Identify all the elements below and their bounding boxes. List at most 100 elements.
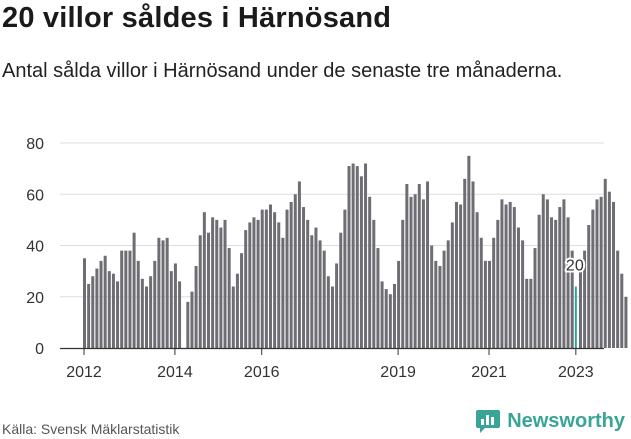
- bar: [124, 250, 128, 349]
- bar: [450, 222, 454, 348]
- bar: [302, 207, 306, 348]
- bar: [310, 235, 314, 348]
- bar: [206, 232, 210, 348]
- bar: [516, 227, 520, 348]
- y-tick-label: 60: [26, 187, 44, 204]
- bar: [545, 199, 549, 349]
- bar: [529, 278, 533, 348]
- bar: [392, 283, 396, 348]
- bar: [326, 276, 330, 348]
- bar: [190, 291, 194, 349]
- bar: [409, 196, 413, 348]
- bar: [306, 219, 310, 349]
- bar: [471, 181, 475, 348]
- bar: [533, 248, 537, 348]
- bar: [330, 286, 334, 348]
- bar: [215, 219, 219, 349]
- newsworthy-logo-icon: [476, 410, 501, 433]
- x-tick-label: 2021: [471, 364, 507, 381]
- brand: Newsworthy: [475, 408, 625, 434]
- bar: [289, 201, 293, 348]
- bar: [401, 219, 405, 349]
- bar: [281, 237, 285, 348]
- bar: [368, 196, 372, 348]
- bar: [165, 237, 169, 348]
- bar: [508, 201, 512, 348]
- bar: [256, 219, 260, 349]
- bar: [566, 217, 570, 348]
- bar: [599, 196, 603, 348]
- bar: [467, 155, 471, 348]
- bar: [120, 250, 124, 349]
- bar: [372, 219, 376, 349]
- bar: [351, 163, 355, 348]
- bar: [438, 266, 442, 348]
- bar: [297, 181, 301, 348]
- x-tick-label: 2016: [244, 364, 280, 381]
- bar: [359, 176, 363, 348]
- bar: [442, 250, 446, 349]
- bar: [318, 240, 322, 349]
- bar: [116, 281, 120, 349]
- bar: [244, 230, 248, 349]
- x-tick-label: 2023: [558, 364, 594, 381]
- bar: [446, 240, 450, 349]
- bar: [268, 204, 272, 348]
- bar: [430, 245, 434, 348]
- bars: [83, 155, 628, 349]
- bar: [219, 227, 223, 348]
- x-tick-label: 2019: [380, 364, 416, 381]
- bar: [541, 194, 545, 348]
- bar: [587, 225, 591, 348]
- bar: [277, 222, 281, 348]
- y-tick-label: 80: [26, 136, 44, 153]
- bar: [248, 222, 252, 348]
- bar: [136, 260, 140, 349]
- bar: [343, 209, 347, 349]
- bar: [273, 212, 277, 348]
- bar: [595, 199, 599, 349]
- bar: [149, 276, 153, 348]
- bar: [95, 268, 99, 348]
- bar: [140, 278, 144, 348]
- bar: [347, 166, 351, 348]
- bar: [169, 271, 173, 349]
- bar: [492, 237, 496, 348]
- brand-name: Newsworthy: [507, 409, 625, 432]
- bar: [231, 286, 235, 348]
- bar: [624, 296, 628, 348]
- bar: [554, 219, 558, 349]
- y-tick-label: 20: [26, 290, 44, 307]
- bar: [128, 250, 132, 349]
- x-axis: 2012 2014 2016 2019 2021 2023: [60, 347, 604, 381]
- bar: [558, 207, 562, 348]
- bar: [434, 260, 438, 349]
- bar: [463, 178, 467, 349]
- bar: [426, 181, 430, 348]
- chart-subtitle: Antal sålda villor i Härnösand under de …: [2, 60, 563, 82]
- bar: [252, 217, 256, 348]
- bar: [475, 212, 479, 348]
- bar: [384, 289, 388, 348]
- data-labels: 20: [564, 256, 586, 277]
- bar: [103, 255, 107, 348]
- y-tick-labels: 0 20 40 60 80: [26, 136, 44, 358]
- bar: [500, 199, 504, 349]
- bar: [339, 232, 343, 348]
- bar: [314, 227, 318, 348]
- bar: [591, 209, 595, 349]
- bar: [570, 250, 574, 349]
- bar: [620, 273, 624, 348]
- bar: [376, 248, 380, 348]
- bar: [87, 283, 91, 348]
- bar: [417, 184, 421, 348]
- bar: [355, 166, 359, 348]
- y-tick-label: 40: [26, 239, 44, 256]
- bar: [285, 209, 289, 349]
- bar: [607, 191, 611, 348]
- bar: [161, 240, 165, 349]
- bar: [260, 209, 264, 349]
- bar: [537, 214, 541, 348]
- bar: [364, 163, 368, 348]
- bar: [211, 217, 215, 348]
